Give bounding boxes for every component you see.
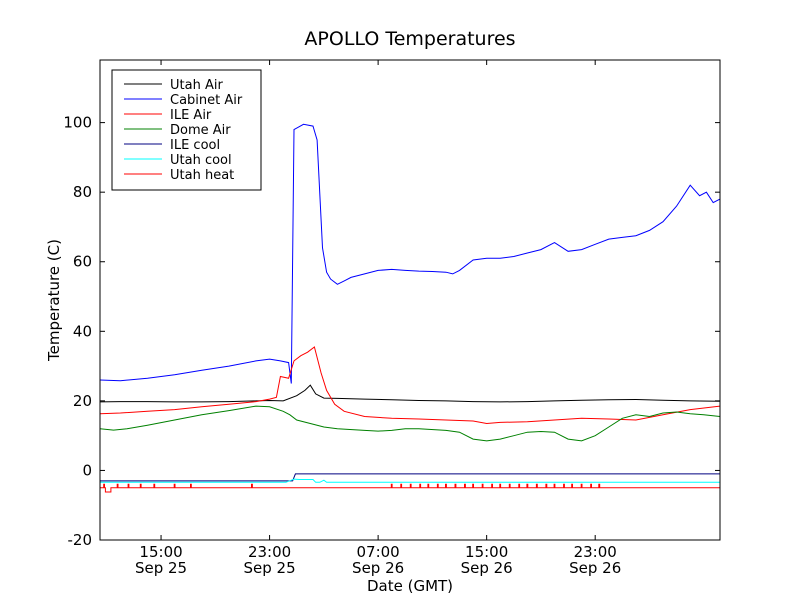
legend-item: Utah cool bbox=[124, 153, 232, 168]
x-axis-label: Date (GMT) bbox=[367, 577, 453, 595]
y-tick-label: 0 bbox=[82, 461, 92, 479]
x-tick-time: 23:00 bbox=[574, 543, 617, 561]
legend-item: Dome Air bbox=[124, 123, 231, 138]
x-tick-time: 15:00 bbox=[139, 543, 182, 561]
x-tick-time: 07:00 bbox=[357, 543, 400, 561]
series-line-utah-cool bbox=[100, 478, 720, 483]
chart-title: APOLLO Temperatures bbox=[304, 28, 515, 50]
series-line-ile-cool bbox=[100, 473, 720, 482]
legend-label: Utah cool bbox=[170, 153, 232, 168]
x-tick-date: Sep 25 bbox=[135, 559, 187, 577]
legend-box bbox=[111, 69, 262, 191]
legend-item: Utah heat bbox=[124, 168, 234, 183]
series-line-utah-heat bbox=[100, 483, 720, 493]
x-tick-date: Sep 26 bbox=[569, 559, 621, 577]
y-axis-label: Temperature (C) bbox=[45, 239, 63, 362]
x-tick-time: 15:00 bbox=[465, 543, 508, 561]
x-tick-date: Sep 25 bbox=[244, 559, 296, 577]
legend-label: Dome Air bbox=[170, 123, 231, 138]
y-tick-label: 60 bbox=[73, 253, 92, 271]
legend-item: Cabinet Air bbox=[124, 93, 243, 108]
y-tick-label: -20 bbox=[68, 531, 93, 549]
legend-label: Cabinet Air bbox=[170, 93, 243, 108]
series-line-ile-air bbox=[100, 346, 720, 425]
y-tick-label: 100 bbox=[63, 114, 92, 132]
x-tick-time: 23:00 bbox=[248, 543, 291, 561]
legend-label: ILE Air bbox=[170, 108, 212, 123]
legend-item: Utah Air bbox=[124, 78, 223, 93]
y-tick-label: 40 bbox=[73, 322, 92, 340]
legend-label: Utah heat bbox=[170, 168, 234, 183]
series-line-utah-air bbox=[100, 384, 720, 403]
series-line-dome-air bbox=[100, 405, 720, 442]
y-tick-label: 20 bbox=[73, 392, 92, 410]
legend-item: ILE cool bbox=[124, 138, 220, 153]
series-layer bbox=[100, 123, 720, 493]
y-tick-label: 80 bbox=[73, 183, 92, 201]
legend-label: ILE cool bbox=[170, 138, 220, 153]
x-tick-date: Sep 26 bbox=[352, 559, 404, 577]
plot-frame bbox=[99, 59, 721, 541]
series-line-cabinet-air bbox=[100, 123, 720, 384]
legend-item: ILE Air bbox=[124, 108, 212, 123]
x-tick-date: Sep 26 bbox=[461, 559, 513, 577]
legend-label: Utah Air bbox=[170, 78, 223, 93]
